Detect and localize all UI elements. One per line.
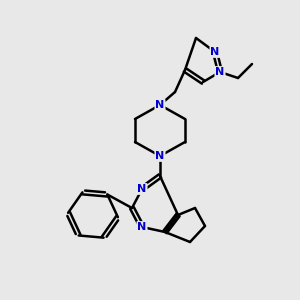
Text: N: N [155,100,165,110]
Text: N: N [210,47,220,57]
Text: N: N [137,184,147,194]
Text: N: N [215,67,225,77]
Text: N: N [137,222,147,232]
Text: N: N [155,151,165,161]
